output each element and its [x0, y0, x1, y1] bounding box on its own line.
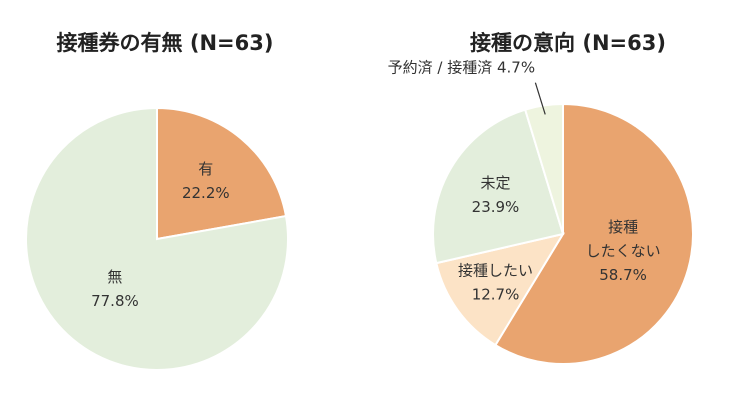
leader-line [534, 82, 546, 115]
slice-value: 77.8% [91, 292, 139, 310]
pie-slice [432, 108, 565, 265]
chart-title-left: 接種券の有無 (N=63) [57, 31, 274, 55]
slice-label: したくない [586, 242, 661, 260]
pie-chart-voucher: 有 22.2% 無 77.8% [25, 106, 289, 371]
slice-value: 23.9% [472, 198, 520, 216]
pie-slice [25, 106, 289, 371]
pie-slice [494, 102, 694, 365]
slice-value: 58.7% [599, 266, 647, 284]
slice-label: 予約済 / 接種済 4.7% [388, 59, 535, 77]
slice-label: 接種したい [458, 262, 533, 280]
slice-value: 12.7% [472, 286, 520, 304]
slice-value: 22.2% [182, 184, 230, 202]
slice-label: 無 [107, 268, 122, 286]
slice-label: 接種 [608, 218, 638, 236]
slice-label: 未定 [480, 174, 510, 192]
pie-slice [156, 106, 288, 241]
chart-title-right: 接種の意向 (N=63) [470, 31, 666, 55]
pie-slice [523, 102, 564, 235]
pie-slice [435, 232, 566, 347]
slice-label: 有 [198, 160, 213, 178]
